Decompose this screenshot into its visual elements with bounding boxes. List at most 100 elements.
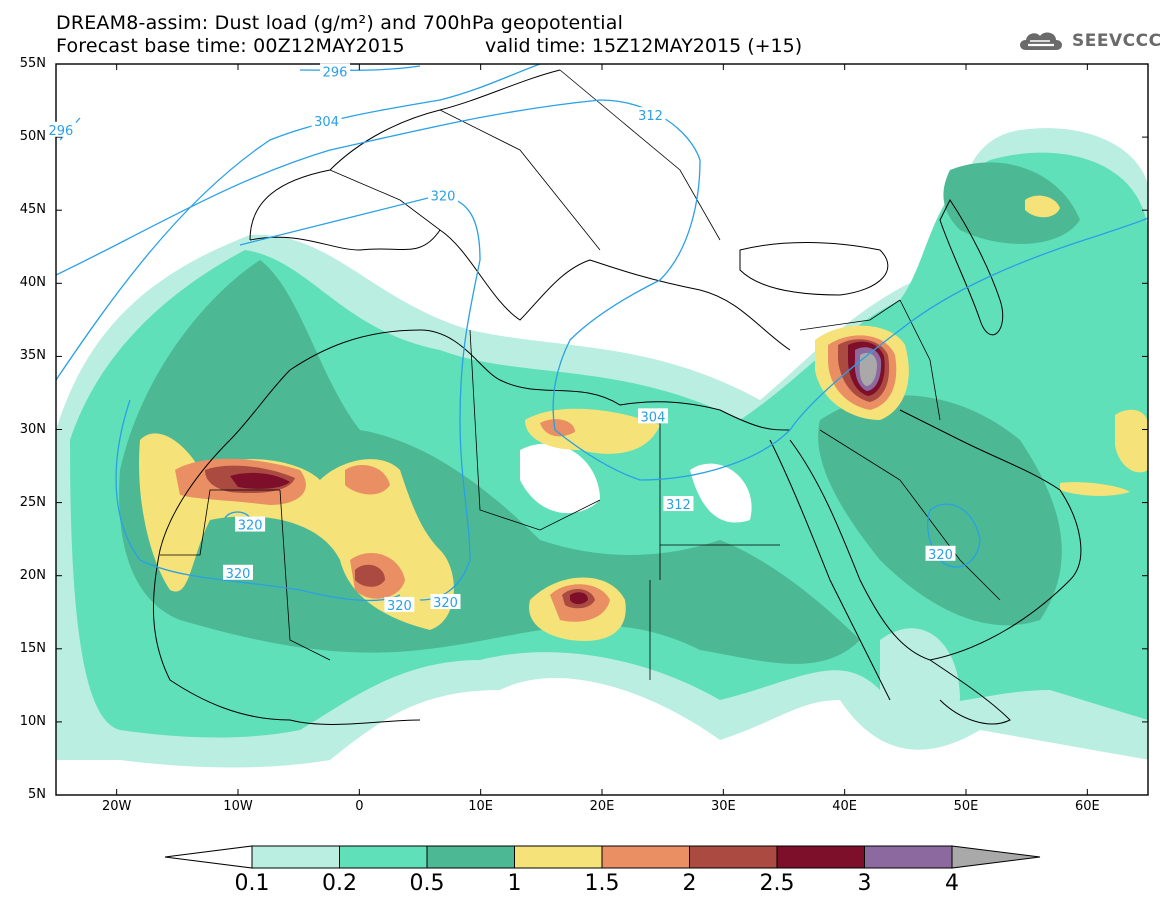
coastline-africa-north <box>229 329 791 441</box>
contour-label: 320 <box>235 516 266 534</box>
colorbar-label: 2 <box>682 871 697 896</box>
colorbar-box <box>689 845 778 869</box>
border-mauritania <box>160 489 280 556</box>
contour-label-text: 320 <box>433 596 458 611</box>
colorbar-arrow-low <box>164 845 253 869</box>
coastlines <box>152 69 1082 725</box>
contour-label-text: 304 <box>641 410 666 425</box>
dust-band-1-gulf <box>1060 482 1130 496</box>
coastline-red-sea-west <box>769 439 891 701</box>
contour-label: 320 <box>430 594 461 611</box>
contour-label-text: 320 <box>238 519 263 534</box>
colorbar-box <box>864 845 953 869</box>
contour-label-text: 296 <box>48 124 73 139</box>
border-iraq-iran <box>899 299 941 421</box>
colorbar-label: 3 <box>857 871 872 896</box>
dust-band-2.5 <box>230 472 290 489</box>
coastline-europe-north <box>249 69 561 241</box>
dust-band-4 <box>859 352 877 386</box>
lon-label: 0 <box>355 799 364 814</box>
contour-label: 312 <box>635 107 666 124</box>
contour-296-north <box>299 65 421 71</box>
clear-area-horn <box>880 628 960 719</box>
coastline-red-sea-east <box>789 439 931 661</box>
dust-band-2-mali <box>355 564 385 587</box>
contour-label-bg <box>635 107 666 123</box>
contour-label: 296 <box>45 121 76 139</box>
contour-320-sahara <box>224 511 251 519</box>
contour-label-text: 296 <box>323 65 348 80</box>
contour-label: 320 <box>384 596 415 614</box>
coastline-caspian <box>939 199 1004 336</box>
lat-label: 55N <box>19 56 46 71</box>
dust-band-2.5-chad <box>570 592 588 605</box>
lat-label: 15N <box>19 640 46 656</box>
border-turkey-syria <box>799 299 901 331</box>
contour-label: 320 <box>925 545 956 563</box>
colorbar-box <box>601 845 690 869</box>
dust-band-0.5-arabia <box>818 395 1062 626</box>
dust-band-1.5-libya <box>540 419 575 437</box>
lon-label: 60E <box>1074 799 1100 814</box>
contour-label-bg <box>430 594 461 610</box>
coastline-arabia-east <box>899 409 1082 661</box>
contour-label-bg <box>384 596 415 612</box>
lat-label: 5N <box>28 787 46 802</box>
colorbar-label: 4 <box>945 871 959 896</box>
contour-label-text: 320 <box>387 599 412 614</box>
contour-label-bg <box>311 113 342 129</box>
colorbar-box <box>776 845 865 869</box>
colorbar-box <box>251 845 340 869</box>
cloud-logo-icon <box>1020 32 1062 50</box>
border-saudi <box>819 429 1001 601</box>
lat-label: 45N <box>19 202 46 218</box>
colorbar-label: 1.5 <box>584 871 620 896</box>
border-europe-1 <box>329 169 441 231</box>
contour-label: 320 <box>223 564 253 582</box>
coastline-africa-west <box>152 439 421 725</box>
lat-label: 10N <box>19 713 46 729</box>
contour-label-bg <box>320 63 351 79</box>
axis-ticks <box>56 63 1148 796</box>
contour-label: 320 <box>428 187 459 205</box>
coastline-europe-south <box>249 229 791 351</box>
lat-label: 30N <box>19 421 46 437</box>
lon-label: 10E <box>468 799 494 814</box>
colorbar-label: 0.2 <box>322 871 357 896</box>
border-europe-2 <box>439 109 601 251</box>
contour-label-text: 304 <box>314 115 339 130</box>
dust-band-1-caspian <box>1025 195 1060 218</box>
contour-label-bg <box>235 516 266 532</box>
contour-label: 304 <box>311 113 342 130</box>
map-title: DREAM8-assim: Dust load (g/m²) and 700hP… <box>56 12 624 34</box>
dust-band-1-iran <box>1115 409 1148 473</box>
logo-text: SEEVCCC <box>1072 31 1162 51</box>
border-mali <box>279 489 331 661</box>
valid-time: valid time: 15Z12MAY2015 (+15) <box>485 35 803 57</box>
contour-label: 296 <box>320 63 351 80</box>
contour-label-text: 312 <box>666 498 691 513</box>
contour-label-bg <box>45 121 76 137</box>
lat-label: 40N <box>19 275 46 291</box>
clear-area-libya <box>690 463 752 523</box>
colorbar-label: 0.5 <box>409 871 445 896</box>
contour-labels: 296 296 304 312 320 304 312 320 320 320 320 320 <box>45 63 956 614</box>
contour-312 <box>56 99 1148 481</box>
contour-label-bg <box>428 187 459 203</box>
contour-label-text: 320 <box>226 567 251 582</box>
contour-label-text: 312 <box>638 109 663 124</box>
lon-label: 10W <box>223 799 253 814</box>
forecast-base-time: Forecast base time: 00Z12MAY2015 <box>56 35 405 57</box>
country-borders <box>160 69 1001 680</box>
contour-320-arabia <box>927 503 981 568</box>
colorbar-label: 0.1 <box>234 871 270 896</box>
colorbar-box <box>426 845 515 869</box>
border-algeria-libya <box>469 329 601 531</box>
colorbar-label: 1 <box>507 871 522 896</box>
border-europe-3 <box>559 69 721 241</box>
contour-label: 312 <box>663 496 694 513</box>
contour-304 <box>56 64 541 381</box>
lon-label: 50E <box>953 799 979 814</box>
lat-label: 35N <box>19 348 46 364</box>
